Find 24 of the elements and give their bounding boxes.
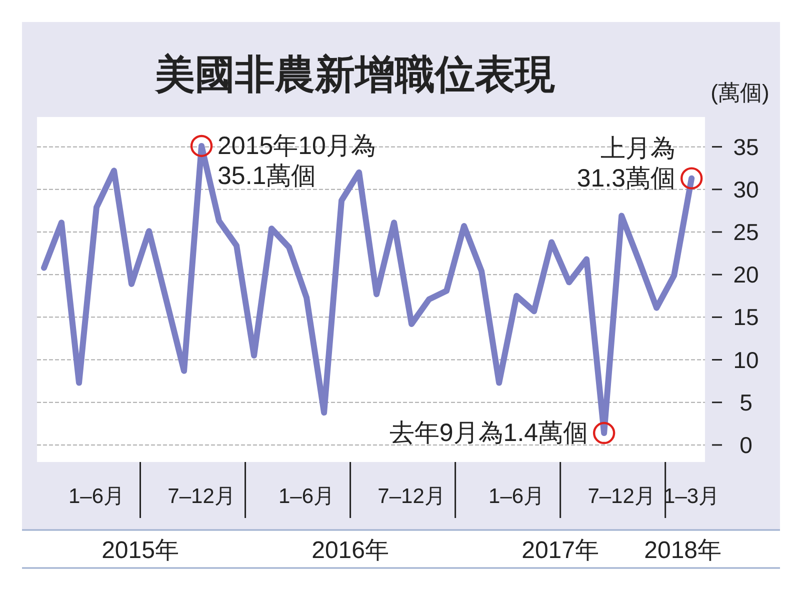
y-tick-label: 0 xyxy=(740,432,752,458)
x-tick-label: 7–12月 xyxy=(168,485,236,508)
annotation: 2015年10月為 35.1萬個 xyxy=(218,132,376,190)
text: 2016年 xyxy=(312,537,389,564)
x-tick-label: 1–3月 xyxy=(664,485,720,508)
annotation: 上月為 31.3萬個 xyxy=(576,134,676,192)
annotation: 去年9月為1.4萬個 xyxy=(389,419,588,448)
x-tick-label: 7–12月 xyxy=(378,485,446,508)
y-tick-label: 5 xyxy=(740,389,752,416)
y-tick-label: 10 xyxy=(733,346,759,373)
chart-title: 美國非農新增職位表現 xyxy=(154,51,555,98)
y-tick-label: 35 xyxy=(733,134,759,160)
y-tick-label: 30 xyxy=(733,176,759,202)
text: 2017年 xyxy=(522,537,600,564)
y-tick-label: 20 xyxy=(733,262,759,288)
text: 2015年 xyxy=(102,537,179,564)
y-tick-label: 25 xyxy=(733,219,759,245)
x-tick-label: 1–6月 xyxy=(68,485,125,508)
x-tick-label: 1–6月 xyxy=(278,485,335,508)
y-tick-label: 15 xyxy=(733,304,759,330)
text: 2018年 xyxy=(644,537,722,564)
x-tick-label: 7–12月 xyxy=(588,485,656,508)
y-axis-title: (萬個) xyxy=(710,80,770,105)
x-tick-label: 1–6月 xyxy=(488,485,545,508)
